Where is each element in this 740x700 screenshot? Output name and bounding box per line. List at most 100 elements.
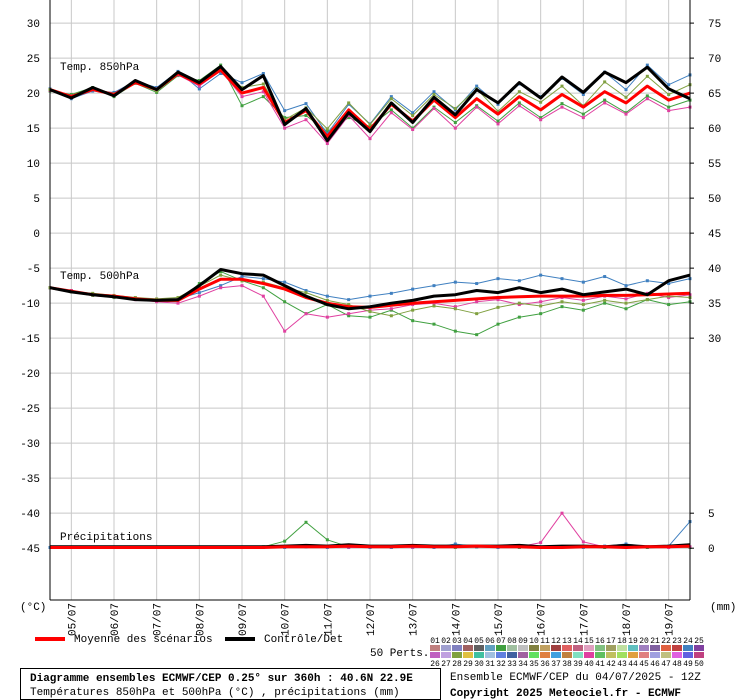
- member-swatch: [584, 652, 594, 658]
- y-tick-label: 15: [27, 124, 40, 136]
- point: [261, 90, 265, 94]
- point: [240, 275, 244, 279]
- footer-source: Ensemble ECMWF/CEP du 04/07/2025 - 12Z: [450, 672, 701, 684]
- point: [539, 116, 543, 120]
- member-label: 12: [551, 637, 561, 646]
- x-tick-label: 08/07: [195, 603, 207, 636]
- member-swatch: [540, 652, 550, 658]
- member-swatch: [474, 645, 484, 651]
- point: [624, 95, 628, 99]
- point: [453, 280, 457, 284]
- point: [539, 118, 543, 122]
- point: [517, 279, 521, 283]
- point: [347, 312, 351, 316]
- footer-title: Diagramme ensembles ECMWF/CEP 0.25° sur …: [30, 673, 413, 685]
- point: [197, 87, 201, 91]
- member-swatch: [694, 645, 704, 651]
- x-tick-label: 13/07: [409, 603, 421, 636]
- point: [432, 284, 436, 288]
- point: [325, 130, 329, 134]
- x-tick-label: 17/07: [579, 603, 591, 636]
- member-label: 02: [441, 637, 451, 646]
- point: [304, 289, 308, 293]
- member-label: 32: [496, 660, 506, 669]
- point: [368, 310, 372, 314]
- point: [261, 72, 265, 76]
- point: [283, 329, 287, 333]
- point: [475, 333, 479, 337]
- x-tick-label: 10/07: [281, 603, 293, 636]
- member-swatch: [661, 645, 671, 651]
- point: [432, 90, 436, 94]
- point: [475, 282, 479, 286]
- point: [539, 312, 543, 316]
- point: [347, 303, 351, 307]
- y-tick-label: -20: [20, 369, 40, 381]
- point: [197, 282, 201, 286]
- point: [261, 286, 265, 290]
- member-swatch: [573, 652, 583, 658]
- point: [603, 98, 607, 102]
- point: [539, 273, 543, 277]
- point: [219, 270, 223, 274]
- member-label: 34: [518, 660, 528, 669]
- point: [645, 97, 649, 101]
- point: [475, 84, 479, 88]
- member-swatch: [452, 645, 462, 651]
- member-label: 39: [573, 660, 583, 669]
- point: [496, 305, 500, 309]
- point: [176, 301, 180, 305]
- point: [389, 291, 393, 295]
- x-tick-label: 18/07: [622, 603, 634, 636]
- point: [475, 300, 479, 304]
- member-label: 44: [628, 660, 638, 669]
- point: [261, 277, 265, 281]
- point: [496, 119, 500, 123]
- member-label: 10: [529, 637, 539, 646]
- point: [304, 118, 308, 122]
- panel-label: Précipitations: [60, 532, 152, 544]
- point: [304, 114, 308, 118]
- point: [539, 304, 543, 308]
- member-label: 05: [474, 637, 484, 646]
- point: [219, 286, 223, 290]
- point: [645, 74, 649, 78]
- member-swatch: [661, 652, 671, 658]
- point: [581, 540, 585, 544]
- point: [517, 315, 521, 319]
- member-label: 31: [485, 660, 495, 669]
- member-label: 20: [639, 637, 649, 646]
- y2-tick-label: 55: [708, 159, 721, 171]
- point: [581, 93, 585, 97]
- point: [347, 101, 351, 105]
- member-label: 45: [639, 660, 649, 669]
- point: [197, 294, 201, 298]
- member-label: 11: [540, 637, 550, 646]
- point: [261, 82, 265, 86]
- y-tick-label: 0: [33, 229, 40, 241]
- point: [325, 294, 329, 298]
- point: [219, 273, 223, 277]
- point: [347, 298, 351, 302]
- point: [603, 301, 607, 305]
- member-label: 42: [606, 660, 616, 669]
- point: [603, 298, 607, 302]
- point: [304, 312, 308, 316]
- point: [283, 126, 287, 130]
- member-swatch: [529, 645, 539, 651]
- y2-tick-label: 35: [708, 299, 721, 311]
- point: [453, 329, 457, 333]
- point: [432, 304, 436, 308]
- point: [389, 108, 393, 112]
- point: [368, 125, 372, 129]
- point: [304, 102, 308, 106]
- point: [560, 84, 564, 88]
- x-tick-label: 06/07: [110, 603, 122, 636]
- x-tick-label: 05/07: [67, 603, 79, 636]
- member-swatch: [430, 652, 440, 658]
- point: [240, 95, 244, 99]
- y-tick-label: -5: [27, 264, 40, 276]
- point: [624, 284, 628, 288]
- point: [411, 111, 415, 115]
